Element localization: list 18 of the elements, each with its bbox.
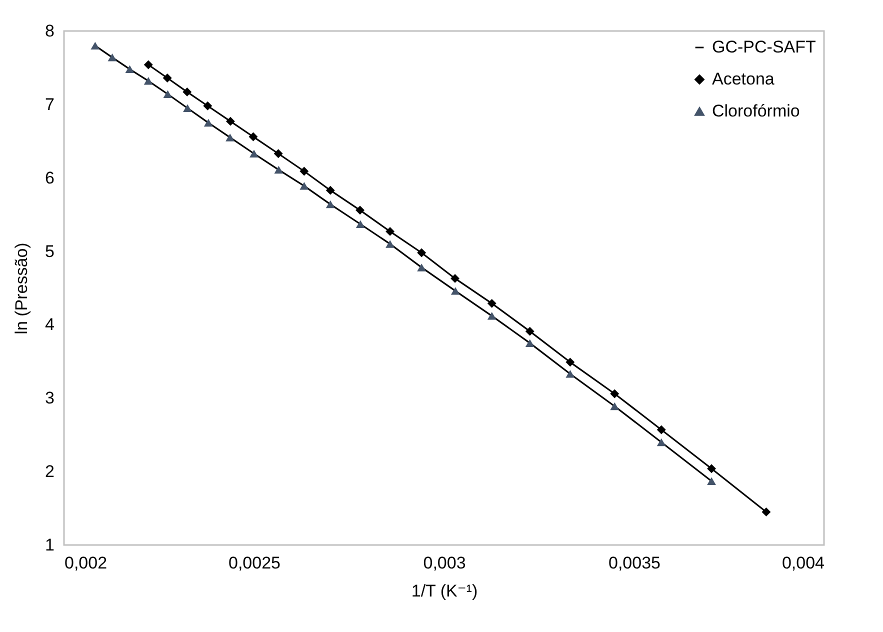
- legend-label: GC-PC-SAFT: [712, 38, 816, 56]
- x-tick-label: 0,0035: [608, 554, 660, 572]
- y-axis-title: ln (Pressão): [12, 242, 32, 334]
- y-tick-label: 8: [45, 22, 54, 40]
- x-tick-label: 0,004: [782, 554, 824, 572]
- legend-label: Acetona: [712, 70, 775, 88]
- y-tick-label: 1: [45, 536, 54, 554]
- x-axis-title: 1/T (K⁻¹): [411, 582, 478, 600]
- y-tick-label: 6: [45, 168, 54, 188]
- y-tick-label: 5: [45, 242, 54, 261]
- x-tick-label: 0,002: [64, 554, 108, 572]
- x-tick-label: 0,003: [423, 554, 466, 572]
- y-tick-label: 2: [45, 462, 54, 482]
- y-tick-label: 4: [45, 315, 54, 334]
- legend-label: Clorofórmio: [712, 102, 800, 120]
- y-tick-label: 3: [45, 388, 54, 408]
- x-tick-label: 0,0025: [228, 554, 280, 572]
- y-tick-label: 7: [45, 94, 54, 114]
